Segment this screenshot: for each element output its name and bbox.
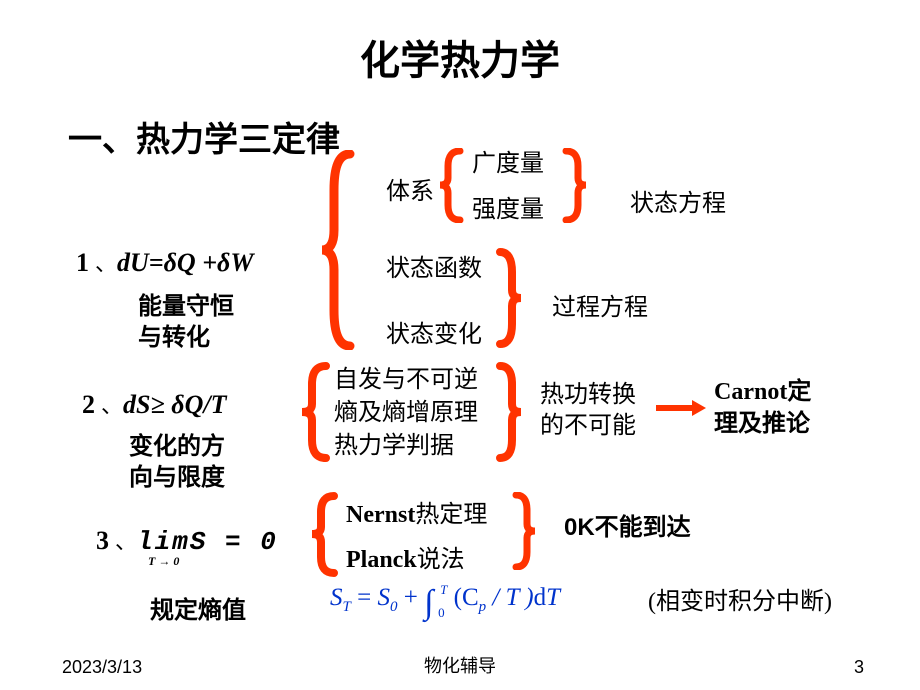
brace-close-b bbox=[494, 248, 524, 348]
group1-item-b1: 状态变化 bbox=[386, 319, 482, 351]
paren-note: (相变时积分中断) bbox=[648, 586, 832, 618]
group1-item-b0: 状态函数 bbox=[386, 253, 482, 285]
group2-right: 热功转换 的不可能 bbox=[540, 380, 636, 442]
footer-date: 2023/3/13 bbox=[62, 657, 142, 678]
brace-tixi bbox=[438, 148, 466, 223]
group3-item-1: Planck说法 bbox=[346, 539, 465, 574]
group2-item-2: 热力学判据 bbox=[334, 430, 454, 462]
body-label: 体系 bbox=[386, 176, 434, 208]
group1-item-a1: 强度量 bbox=[472, 194, 544, 226]
carnot-note: Carnot定 理及推论 bbox=[714, 376, 811, 441]
brace-law3 bbox=[310, 492, 342, 577]
brace-law1 bbox=[320, 150, 360, 350]
slide: 化学热力学 一、热力学三定律 1、dU=δQ +δW 能量守恒 与转化 体系 广… bbox=[0, 0, 920, 690]
brace-close-law3 bbox=[510, 492, 538, 570]
brace-law2 bbox=[300, 362, 334, 462]
slide-title: 化学热力学 bbox=[0, 28, 920, 86]
group2-item-1: 熵及熵增原理 bbox=[334, 397, 478, 429]
group1-right-a: 状态方程 bbox=[630, 188, 726, 220]
footer-page: 3 bbox=[854, 657, 864, 678]
arrow-carnot bbox=[654, 398, 706, 418]
group3-right: 0K不能到达 bbox=[564, 512, 691, 543]
section-heading: 一、热力学三定律 bbox=[68, 112, 340, 161]
law3-caption: 规定熵值 bbox=[150, 596, 246, 627]
law1-caption: 能量守恒 与转化 bbox=[138, 292, 234, 353]
group2-item-0: 自发与不可逆 bbox=[334, 364, 478, 396]
law2-caption: 变化的方 向与限度 bbox=[129, 432, 225, 493]
brace-close-a bbox=[560, 148, 588, 223]
entropy-formula: ST = S0 + ∫0T (Cp / T )dT bbox=[330, 584, 560, 616]
law3-formula: 3、limS = 0 T → 0 bbox=[96, 524, 278, 557]
group3-item-0: Nernst热定理 bbox=[346, 494, 487, 529]
footer-center: 物化辅导 bbox=[424, 652, 496, 678]
brace-close-law2 bbox=[494, 362, 524, 462]
law2-formula: 2、dS≥ δQ/T bbox=[82, 388, 226, 420]
group1-item-a0: 广度量 bbox=[472, 148, 544, 180]
group1-right-b: 过程方程 bbox=[552, 292, 648, 324]
law1-formula: 1、dU=δQ +δW bbox=[76, 246, 253, 278]
